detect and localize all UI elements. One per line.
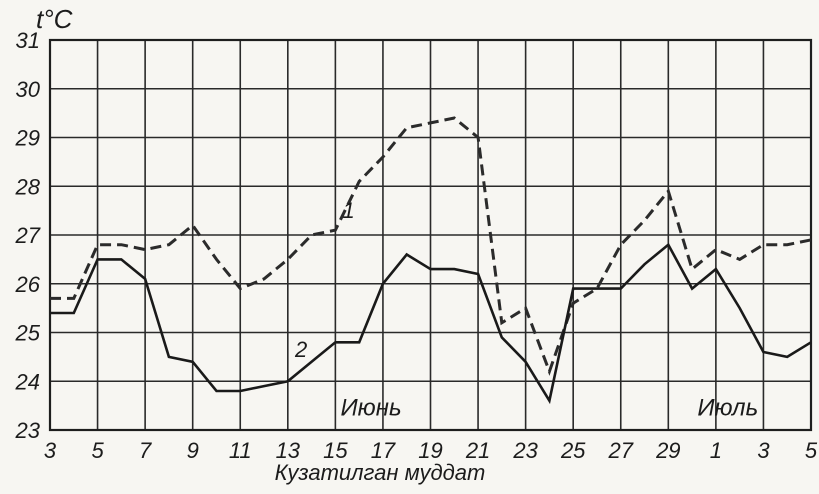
- x-axis-label: Кузатилган муддат: [275, 460, 486, 485]
- grid: [49, 39, 812, 431]
- y-tick-label: 24: [15, 369, 40, 394]
- x-tick-label: 17: [371, 438, 396, 463]
- x-tick-label: 5: [91, 438, 104, 463]
- x-tick-label: 15: [323, 438, 348, 463]
- x-tick-label: 21: [465, 438, 490, 463]
- y-tick-label: 29: [15, 126, 40, 151]
- x-tick-label: 5: [805, 438, 818, 463]
- x-tick-label: 23: [512, 438, 538, 463]
- y-tick-label: 27: [15, 223, 41, 248]
- x-tick-label: 27: [608, 438, 634, 463]
- series-label-2: 2: [294, 337, 307, 362]
- y-tick-label: 25: [15, 321, 41, 346]
- series-line-1: [50, 116, 812, 376]
- month-label: Июнь: [341, 394, 402, 421]
- series-lines: 12: [50, 116, 812, 405]
- annotations: Июнь Июль: [341, 394, 759, 421]
- x-tick-label: 25: [560, 438, 586, 463]
- y-tick-label: 23: [15, 418, 41, 443]
- x-tick-label: 9: [187, 438, 199, 463]
- x-tick-label: 1: [710, 438, 722, 463]
- y-tick-label: 30: [16, 77, 41, 102]
- x-tick-label: 19: [418, 438, 442, 463]
- x-tick-label: 3: [757, 438, 770, 463]
- x-tick-label: 29: [655, 438, 680, 463]
- x-tick-label: 3: [44, 438, 57, 463]
- x-tick-labels: 3 5 7 9 11 13 15 17 19 21 23 25 27 29 1 3 5: [44, 438, 818, 463]
- y-tick-label: 26: [15, 272, 41, 297]
- series-line-2: [50, 242, 812, 405]
- y-tick-label: 31: [16, 28, 40, 53]
- y-tick-label: 28: [15, 174, 41, 199]
- y-axis-label: t°C: [36, 4, 73, 34]
- y-tick-labels: 23 24 25 26 27 28 29 30 31: [15, 28, 41, 443]
- x-tick-label: 11: [229, 438, 252, 463]
- x-tick-label: 13: [276, 438, 301, 463]
- x-tick-label: 7: [139, 438, 152, 463]
- series-label-1: 1: [343, 198, 355, 223]
- month-label: Июль: [697, 394, 758, 421]
- plot-frame: [48, 38, 813, 432]
